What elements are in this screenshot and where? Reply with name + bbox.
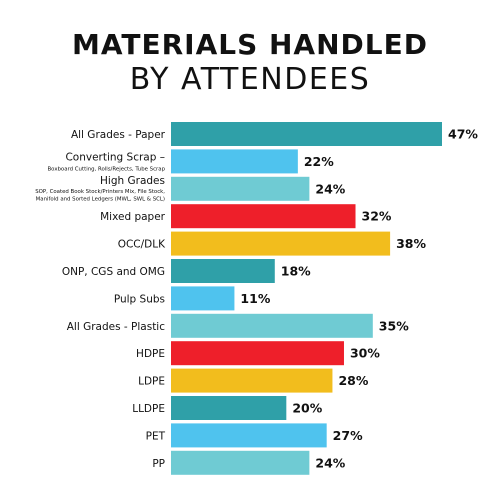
category-label: PET	[146, 430, 166, 442]
category-label: Pulp Subs	[114, 293, 165, 305]
bar	[171, 423, 327, 448]
bar-value-label: 24%	[315, 455, 345, 470]
category-label: All Grades - Plastic	[67, 321, 165, 333]
category-label: ONP, CGS and OMG	[62, 266, 165, 278]
bar-value-label: 32%	[362, 209, 392, 224]
bar-value-label: 30%	[350, 346, 380, 361]
bar	[171, 450, 310, 475]
bar	[171, 204, 356, 229]
chart-title-line-1: MATERIALS HANDLED	[72, 28, 428, 61]
bar	[171, 368, 333, 393]
bar	[171, 286, 235, 311]
bar	[171, 341, 344, 366]
bar-value-label: 24%	[315, 181, 345, 196]
bar	[171, 231, 391, 256]
bar	[171, 122, 442, 146]
category-sublabel: SOP, Coated Book Stock/Printers Mix, Fil…	[35, 189, 165, 195]
category-label: All Grades - Paper	[71, 129, 166, 141]
category-label: Converting Scrap –	[65, 151, 165, 163]
bar-value-label: 20%	[292, 401, 322, 416]
bar-value-label: 47%	[448, 127, 478, 142]
category-sublabel: Manifold and Sorted Ledgers (MWL, SWL & …	[36, 196, 165, 202]
category-label: High Grades	[100, 175, 165, 187]
bar	[171, 313, 373, 338]
bar	[171, 259, 275, 283]
category-label: HDPE	[136, 348, 165, 360]
bar-value-label: 38%	[396, 236, 426, 251]
bar-value-label: 18%	[281, 264, 311, 279]
bar-value-label: 22%	[304, 154, 334, 169]
bar-value-label: 28%	[338, 373, 368, 388]
category-label: PP	[152, 458, 165, 470]
bar	[171, 149, 298, 174]
bar	[171, 396, 287, 420]
category-label: OCC/DLK	[118, 239, 166, 251]
bar-value-label: 27%	[333, 428, 363, 443]
bar	[171, 176, 310, 201]
category-label: Mixed paper	[100, 211, 166, 223]
bar-value-label: 35%	[379, 318, 409, 333]
category-label: LDPE	[138, 376, 165, 388]
category-sublabel: Boxboard Cutting, Rolls/Rejects, Tube Sc…	[47, 166, 165, 172]
bar-value-label: 11%	[240, 291, 270, 306]
category-label: LLDPE	[132, 403, 165, 415]
chart-title-line-2: BY ATTENDEES	[129, 62, 371, 97]
